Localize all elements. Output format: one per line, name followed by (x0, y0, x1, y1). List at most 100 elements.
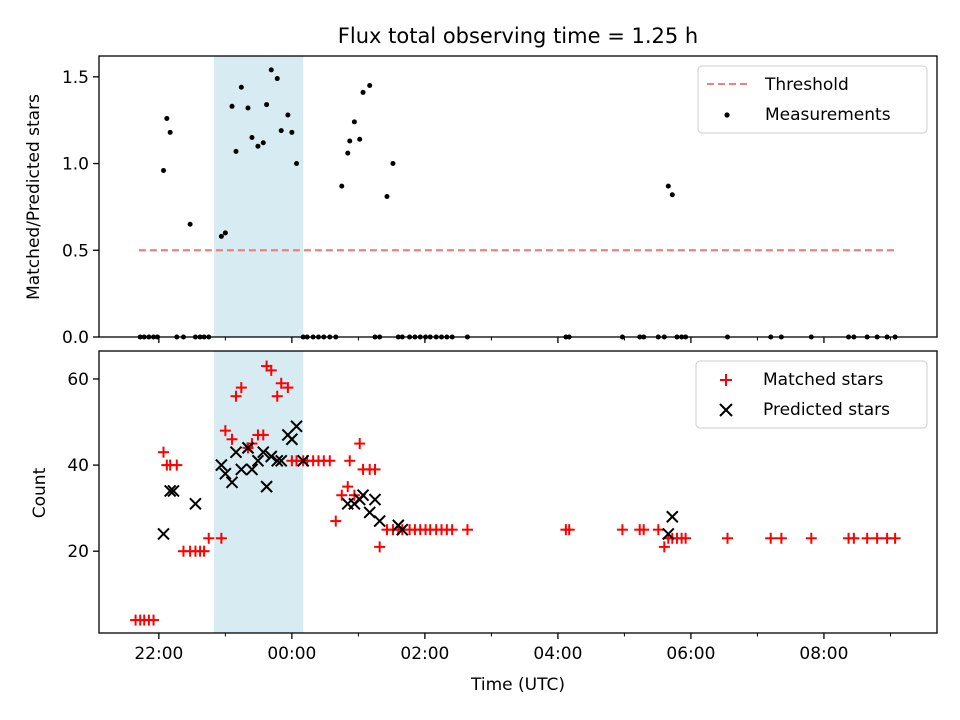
matched-star-marker (354, 438, 366, 450)
measurement-point (249, 135, 255, 141)
top-legend: Threshold Measurements (697, 65, 928, 134)
matched-star-marker (638, 524, 650, 536)
bottom-y-axis-label: Count (30, 467, 50, 518)
bottom-panel: 20 40 60 22:00 00:00 02:00 04:00 06:00 08:00 Co… (30, 350, 938, 695)
top-legend-box (697, 65, 928, 134)
matched-star-marker (215, 532, 227, 544)
xtick-label: 06:00 (666, 644, 715, 664)
predicted-star-marker (251, 454, 265, 467)
matched-star-marker (861, 532, 873, 544)
legend-predicted-swatch (719, 403, 733, 417)
matched-star-marker (330, 515, 342, 527)
top-ytick-label: 1.5 (62, 68, 89, 88)
predicted-star-marker (666, 510, 679, 523)
legend-threshold-label: Threshold (764, 75, 849, 95)
xtick-label: 08:00 (799, 644, 848, 664)
predicted-star-marker (373, 514, 386, 528)
matched-star-marker (257, 429, 269, 441)
top-axes-frame (98, 55, 938, 338)
measurement-point (294, 161, 300, 167)
top-ytick-label: 0.0 (62, 328, 89, 348)
matched-star-marker (680, 532, 692, 544)
predicted-star-marker (363, 506, 376, 519)
measurement-point (164, 115, 170, 121)
measurement-point (339, 183, 345, 189)
measurement-point (260, 140, 266, 146)
bottom-ytick-label: 60 (67, 370, 89, 390)
matched-star-marker (658, 541, 670, 553)
measurement-point (360, 89, 366, 95)
legend-matched-label: Matched stars (763, 370, 883, 390)
top-y-axis-label: Matched/Predicted stars (24, 94, 44, 300)
predicted-star-marker (189, 497, 202, 511)
measurement-point (161, 167, 167, 173)
measurement-point (167, 129, 173, 135)
predicted-star-marker (260, 480, 273, 493)
measurement-point (218, 233, 224, 239)
predicted-star-marker (241, 441, 255, 455)
bottom-plot-area (130, 360, 901, 626)
bottom-ytick-label: 20 (67, 542, 89, 562)
xtick-label: 00:00 (267, 644, 316, 664)
predicted-star-marker (229, 445, 243, 459)
predicted-star-marker (296, 454, 310, 467)
matched-star-marker (235, 382, 247, 394)
predicted-star-marker (265, 450, 278, 463)
matched-star-marker (226, 433, 238, 445)
matched-star-marker (369, 463, 381, 475)
matched-star-marker (722, 532, 733, 544)
legend-measurements-label: Measurements (765, 105, 891, 125)
matched-star-marker (775, 532, 787, 544)
matched-star-marker (616, 524, 628, 536)
matched-star-marker (563, 524, 575, 536)
measurement-point (351, 119, 357, 125)
measurement-point (390, 161, 396, 167)
predicted-star-marker (662, 527, 675, 541)
predicted-star-marker (290, 420, 303, 433)
measurement-point (665, 183, 671, 189)
measurement-point (367, 82, 373, 88)
measurement-point (245, 105, 251, 111)
matched-star-marker (203, 532, 215, 544)
measurement-point (268, 67, 274, 73)
top-shaded-span (214, 56, 304, 337)
matched-star-marker (171, 459, 183, 471)
matched-star-marker (805, 532, 817, 544)
measurement-point (278, 128, 284, 134)
matched-star-marker (765, 532, 777, 544)
predicted-star-marker (235, 463, 248, 476)
measurement-point (357, 136, 363, 142)
matched-star-marker (324, 455, 336, 467)
predicted-star-marker (356, 489, 370, 502)
matched-star-marker (848, 532, 860, 544)
matched-star-marker (219, 425, 231, 437)
xtick-label: 04:00 (533, 644, 582, 664)
predicted-star-marker (285, 433, 299, 446)
legend-predicted-label: Predicted stars (763, 400, 890, 420)
matched-star-marker (461, 524, 473, 536)
bottom-legend-box (695, 360, 928, 429)
top-panel: Flux total observing time = 1.25 h 0.00.… (24, 24, 938, 348)
matched-star-marker (230, 390, 242, 402)
bottom-x-axis: 22:00 00:00 02:00 04:00 06:00 08:00 (134, 633, 891, 664)
legend-measurements-swatch (724, 112, 730, 118)
predicted-star-marker (163, 484, 177, 498)
predicted-star-marker (275, 454, 288, 467)
measurement-point (347, 138, 353, 144)
matched-star-marker (158, 446, 170, 458)
legend-matched-swatch (720, 374, 732, 386)
predicted-star-marker (245, 463, 259, 476)
predicted-star-marker (396, 523, 409, 536)
measurement-point (345, 150, 351, 156)
predicted-star-marker (167, 484, 180, 498)
measurement-point (222, 230, 228, 236)
top-y-axis: 0.0 0.5 1.0 1.5 (62, 68, 99, 348)
matched-star-marker (265, 364, 277, 376)
matched-star-marker (148, 614, 160, 626)
matched-star-marker (652, 524, 664, 536)
matched-star-marker (198, 545, 210, 557)
chart-title: Flux total observing time = 1.25 h (338, 24, 698, 48)
bottom-legend: Matched stars Predicted stars (695, 360, 928, 429)
bottom-y-axis: 20 40 60 (67, 370, 99, 562)
